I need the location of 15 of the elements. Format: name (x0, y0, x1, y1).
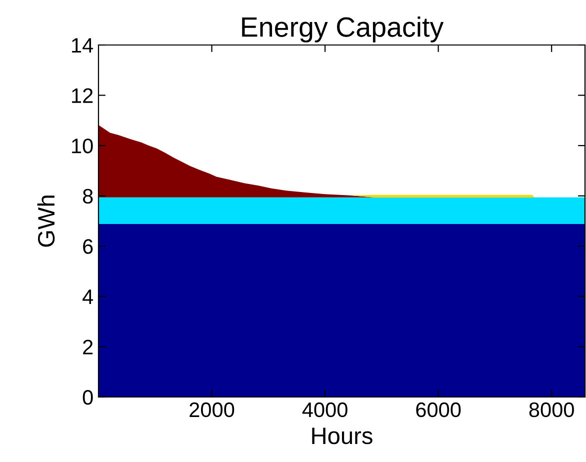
y-tick-label: 8 (82, 188, 93, 204)
y-tick-label: 12 (72, 88, 93, 103)
y-tick-label: 6 (83, 239, 93, 254)
y-tick-label: 0 (82, 390, 93, 405)
y-tick-label: 4 (82, 290, 94, 304)
y-axis-title: GWh (37, 196, 55, 247)
x-tick-label: 4000 (302, 402, 348, 418)
y-tick-label: 14 (72, 38, 94, 53)
x-tick-label: 2000 (190, 402, 234, 418)
x-tick-label: 6000 (416, 402, 461, 418)
y-tick-label: 2 (83, 340, 93, 354)
x-tick-label: 8000 (529, 402, 574, 418)
chart-title: Energy Capacity (242, 16, 444, 42)
x-axis-title: Hours (312, 428, 372, 444)
y-tick-label: 10 (72, 138, 93, 154)
